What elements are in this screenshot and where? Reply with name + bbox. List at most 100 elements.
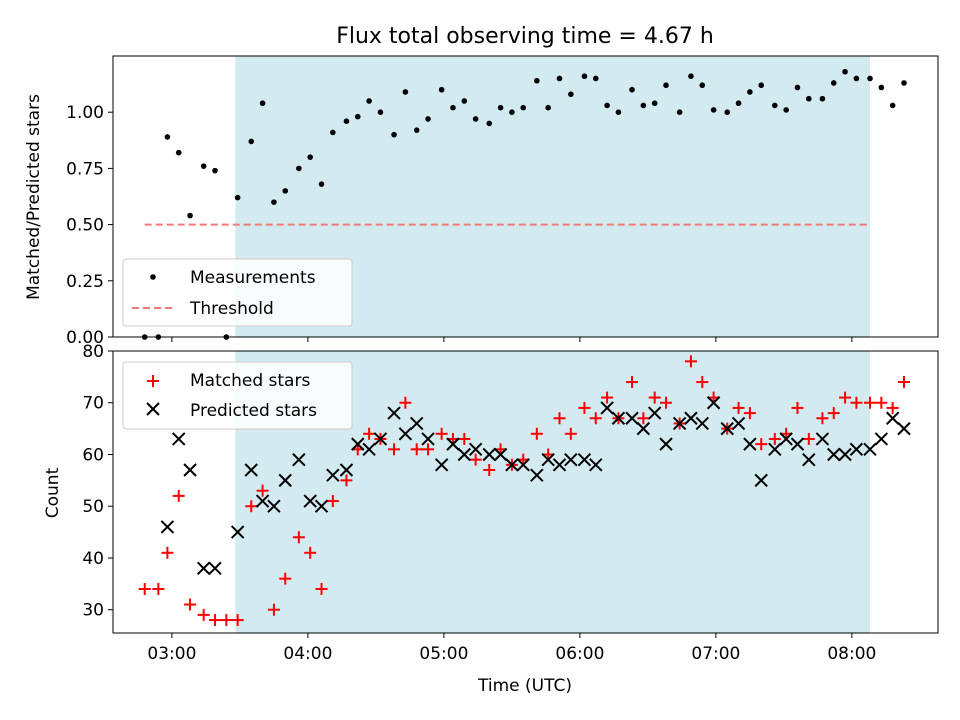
legend-label-measurements: Measurements bbox=[190, 268, 316, 288]
count-x-tick-label: 03:00 bbox=[147, 644, 196, 664]
measurement-point bbox=[438, 86, 445, 93]
matched-star-point bbox=[363, 427, 376, 440]
predicted-star-point bbox=[659, 437, 673, 451]
ratio-y-tick-label: 0.25 bbox=[66, 272, 104, 292]
measurement-point bbox=[520, 104, 527, 111]
measurement-point bbox=[901, 80, 907, 86]
predicted-star-point bbox=[244, 463, 258, 477]
predicted-star-point-b bbox=[326, 468, 340, 482]
matched-star-point bbox=[827, 407, 840, 420]
predicted-star-point bbox=[326, 468, 340, 482]
count-legend-box bbox=[122, 361, 353, 430]
predicted-star-point-b bbox=[267, 499, 281, 513]
predicted-star-point-b bbox=[827, 447, 841, 462]
matched-star-point bbox=[684, 355, 697, 368]
predicted-star-point-b bbox=[278, 473, 292, 488]
predicted-star-point bbox=[303, 494, 317, 508]
measurement-point bbox=[259, 100, 266, 107]
matched-star-point bbox=[399, 396, 412, 409]
predicted-star-point bbox=[636, 421, 651, 436]
predicted-star-point bbox=[172, 432, 186, 446]
measurement-point bbox=[783, 107, 789, 113]
matched-star-point bbox=[326, 495, 339, 508]
measurement-point bbox=[545, 104, 551, 111]
predicted-star-point bbox=[838, 447, 852, 462]
count-y-tick-label: 40 bbox=[82, 549, 104, 569]
matched-star-point bbox=[197, 608, 210, 621]
measurement-point bbox=[853, 75, 860, 82]
ratio-legend-box bbox=[122, 258, 353, 327]
matched-star-point bbox=[208, 614, 221, 627]
predicted-star-point bbox=[530, 468, 544, 482]
matched-star-point bbox=[410, 443, 423, 456]
predicted-star-point-b bbox=[230, 525, 245, 539]
matched-star-point bbox=[279, 572, 292, 585]
predicted-star-point bbox=[731, 416, 746, 431]
legend-label-matched: Matched stars bbox=[190, 371, 310, 391]
predicted-star-point-b bbox=[838, 447, 852, 462]
measurement-point bbox=[676, 109, 683, 115]
predicted-star-point-b bbox=[172, 432, 186, 446]
predicted-star-point-b bbox=[779, 432, 793, 446]
predicted-star-point bbox=[706, 396, 721, 410]
matched-star-point bbox=[589, 412, 602, 425]
count-x-tick-label: 08:00 bbox=[827, 644, 876, 664]
count-x-tick-label: 05:00 bbox=[419, 644, 468, 664]
measurement-point bbox=[688, 73, 694, 80]
matched-star-point bbox=[458, 432, 471, 445]
count-y-tick-label: 50 bbox=[82, 497, 104, 517]
predicted-star-point-b bbox=[398, 427, 413, 441]
measurement-point bbox=[271, 199, 277, 205]
predicted-star-point bbox=[541, 452, 555, 467]
measurement-point bbox=[724, 109, 731, 115]
predicted-star-point bbox=[754, 473, 768, 488]
count-x-ticks: 03:00 04:00 05:00 06:00 07:00 08:00 bbox=[147, 633, 876, 664]
measurement-point bbox=[318, 181, 325, 187]
measurement-point bbox=[282, 188, 289, 194]
matched-star-point bbox=[220, 614, 233, 627]
matched-star-point bbox=[184, 598, 197, 611]
ratio-y-tick-label: 0.50 bbox=[66, 216, 104, 236]
predicted-star-point bbox=[695, 416, 709, 431]
predicted-star-point-b bbox=[564, 452, 578, 467]
matched-star-point bbox=[850, 396, 863, 409]
predicted-star-point-b bbox=[244, 463, 258, 477]
matched-star-point bbox=[161, 546, 174, 559]
legend-marker-predicted bbox=[146, 402, 160, 416]
predicted-star-point-b bbox=[314, 499, 329, 513]
measurement-point bbox=[343, 118, 350, 124]
ratio-panel-frame bbox=[112, 55, 939, 338]
count-y-tick-label: 30 bbox=[82, 601, 104, 621]
matched-star-point bbox=[886, 401, 899, 414]
matched-star-point bbox=[768, 432, 781, 445]
matched-star-point bbox=[626, 376, 639, 389]
chart-title: Flux total observing time = 4.67 h bbox=[336, 24, 714, 49]
matched-star-point bbox=[231, 614, 244, 627]
matched-star-point bbox=[875, 396, 888, 409]
count-y-tick-label: 70 bbox=[82, 394, 104, 414]
matched-star-point bbox=[864, 396, 877, 409]
predicted-star-point bbox=[278, 473, 292, 488]
predicted-star-point-b bbox=[410, 416, 424, 431]
measurement-point bbox=[175, 149, 182, 156]
predicted-star-point bbox=[611, 411, 626, 425]
predicted-star-point-b bbox=[468, 442, 483, 457]
measurement-point bbox=[497, 104, 504, 111]
matched-star-point bbox=[267, 603, 280, 616]
predicted-star-point bbox=[446, 437, 460, 451]
matched-star-point bbox=[732, 401, 745, 414]
predicted-star-point bbox=[552, 458, 567, 472]
measurement-point bbox=[450, 104, 456, 111]
matched-star-point bbox=[138, 583, 151, 596]
predicted-star-point bbox=[398, 427, 413, 441]
predicted-star-point bbox=[720, 421, 734, 436]
measurement-point bbox=[758, 82, 765, 89]
predicted-star-point bbox=[468, 442, 483, 457]
predicted-star-point bbox=[863, 442, 877, 457]
measurement-point bbox=[867, 75, 873, 82]
predicted-star-point-b bbox=[706, 396, 721, 410]
measurement-point bbox=[747, 89, 753, 95]
predicted-star-point bbox=[885, 411, 900, 425]
predicted-star-point-b bbox=[754, 473, 768, 488]
measurement-point bbox=[413, 127, 420, 133]
